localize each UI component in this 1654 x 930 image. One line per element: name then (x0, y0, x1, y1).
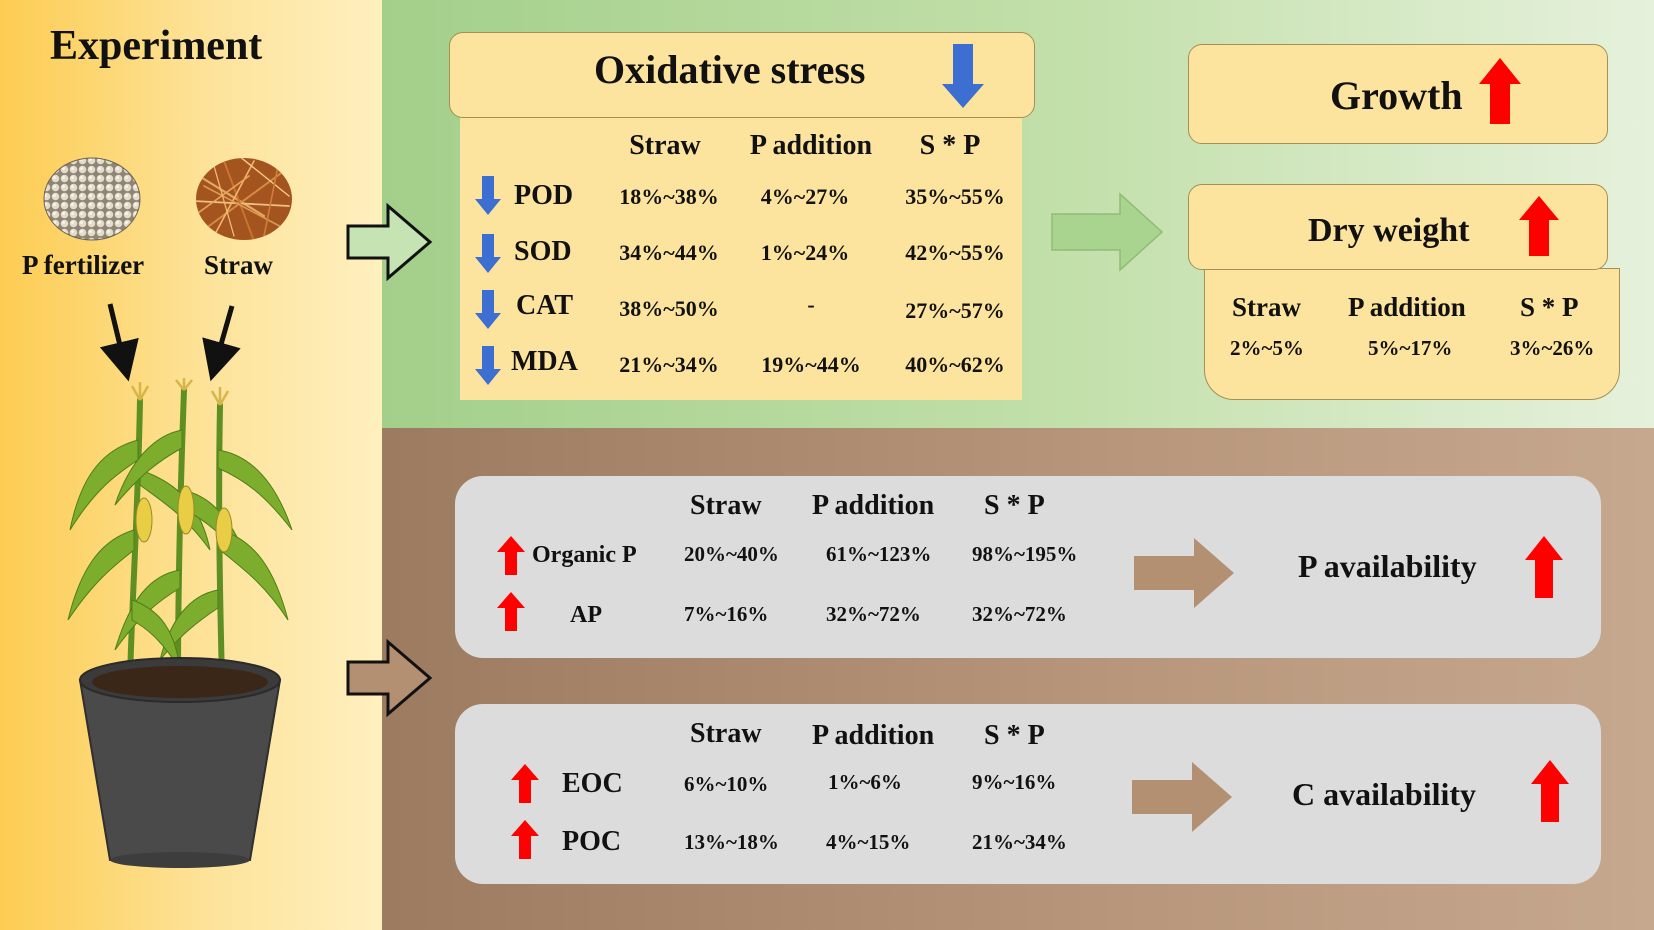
pod-p-addition-value: 4%~27% (760, 184, 850, 209)
cat-down-arrow-icon (475, 290, 501, 329)
mda-label: MDA (511, 346, 578, 377)
experiment-title: Experiment (50, 23, 263, 69)
oxidative-header-straw: Straw (629, 130, 701, 161)
poc-up-arrow-icon (511, 820, 539, 859)
organic-p-p-addition-value: 61%~123% (826, 542, 932, 566)
p-header-p-addition: P addition (812, 490, 935, 521)
eoc-p-addition-value: 1%~6% (828, 770, 902, 794)
fertilizer-arrow-icon (99, 303, 139, 382)
eoc-straw-value: 6%~10% (684, 772, 769, 796)
ap-up-arrow-icon (497, 592, 525, 631)
maize-pot-icon (67, 378, 293, 868)
ap-label: AP (570, 602, 602, 628)
c-availability-up-arrow-icon (1531, 760, 1569, 822)
straw-arrow-icon (202, 305, 241, 382)
c-header-p-addition: P addition (812, 720, 935, 751)
poc-label: POC (562, 826, 622, 857)
organic-p-straw-value: 20%~40% (684, 542, 779, 566)
dry-weight-header-sp: S * P (1520, 292, 1579, 322)
sod-down-arrow-icon (475, 234, 501, 273)
oxidative-header-sp: S * P (919, 130, 981, 161)
c-header-sp: S * P (984, 720, 1045, 751)
p-fertilizer-granules-icon (43, 157, 141, 241)
mda-p-addition-value: 19%~44% (761, 352, 861, 377)
poc-straw-value: 13%~18% (684, 830, 779, 854)
organic-p-sp-value: 98%~195% (972, 542, 1078, 566)
eoc-sp-value: 9%~16% (972, 770, 1057, 794)
organic-p-up-arrow-icon (497, 536, 525, 575)
dry-weight-table (1204, 268, 1620, 400)
sod-sp-value: 42%~55% (905, 240, 1005, 265)
dry-weight-header-straw: Straw (1232, 292, 1301, 322)
dry-weight-straw-value: 2%~5% (1230, 336, 1304, 360)
p-availability-flow-arrow-icon (1134, 538, 1234, 608)
flow-arrow-to-growth-icon (1051, 192, 1164, 272)
c-availability-flow-arrow-icon (1132, 762, 1232, 832)
oxidative-stress-title-box (449, 32, 1035, 118)
growth-box (1188, 44, 1608, 144)
oxidative-header-p-addition: P addition (749, 130, 873, 161)
mda-down-arrow-icon (475, 346, 501, 385)
ap-sp-value: 32%~72% (972, 602, 1067, 626)
p-fertilizer-label: P fertilizer (22, 250, 145, 280)
pod-straw-value: 18%~38% (619, 184, 719, 209)
dry-weight-header-p-addition: P addition (1348, 292, 1466, 322)
growth-up-arrow-icon (1479, 58, 1521, 124)
dry-weight-title: Dry weight (1308, 212, 1470, 249)
cat-straw-value: 38%~50% (619, 296, 719, 321)
pod-down-arrow-icon (475, 176, 501, 215)
poc-p-addition-value: 4%~15% (826, 830, 911, 854)
straw-icon (196, 158, 292, 240)
mda-straw-value: 21%~34% (619, 352, 719, 377)
flow-arrow-to-soil-icon (346, 638, 433, 718)
input-arrows (99, 303, 241, 382)
flow-arrow-to-oxidative-icon (346, 202, 433, 282)
p-availability-box (455, 476, 1601, 658)
p-availability-title: P availability (1298, 548, 1477, 584)
pod-label: POD (514, 180, 574, 211)
straw-label: Straw (204, 250, 273, 280)
oxidative-stress-down-arrow-icon (942, 44, 984, 108)
poc-sp-value: 21%~34% (972, 830, 1067, 854)
cat-label: CAT (516, 290, 574, 321)
ap-p-addition-value: 32%~72% (826, 602, 921, 626)
eoc-up-arrow-icon (511, 764, 539, 803)
growth-title: Growth (1330, 73, 1463, 118)
organic-p-label: Organic P (532, 542, 637, 568)
cat-p-addition-value: - (807, 292, 815, 317)
eoc-label: EOC (562, 768, 623, 799)
cat-sp-value: 27%~57% (905, 298, 1005, 323)
sod-p-addition-value: 1%~24% (760, 240, 850, 265)
dry-weight-sp-value: 3%~26% (1510, 336, 1595, 360)
oxidative-stress-title: Oxidative stress (594, 47, 866, 92)
sod-straw-value: 34%~44% (619, 240, 719, 265)
dry-weight-up-arrow-icon (1519, 196, 1559, 256)
pod-sp-value: 35%~55% (905, 184, 1005, 209)
p-availability-up-arrow-icon (1525, 536, 1563, 598)
p-header-straw: Straw (690, 490, 762, 521)
oxidative-stress-table (460, 118, 1022, 400)
p-header-sp: S * P (984, 490, 1045, 521)
sod-label: SOD (514, 236, 572, 267)
ap-straw-value: 7%~16% (684, 602, 769, 626)
mda-sp-value: 40%~62% (905, 352, 1005, 377)
c-availability-box (455, 704, 1601, 884)
dry-weight-p-addition-value: 5%~17% (1368, 336, 1453, 360)
c-availability-title: C availability (1292, 776, 1477, 812)
c-header-straw: Straw (690, 718, 762, 749)
